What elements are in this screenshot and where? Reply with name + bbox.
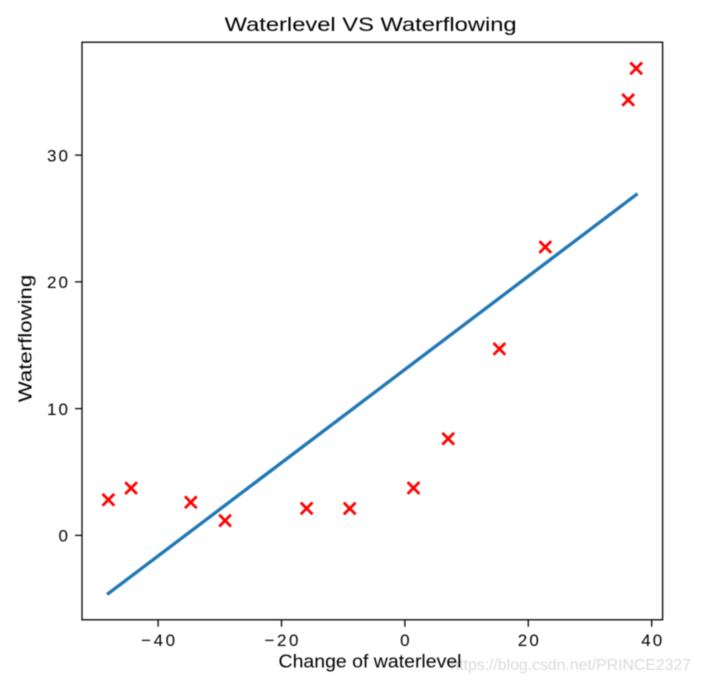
svg-text:Waterflowing: Waterflowing <box>16 275 36 403</box>
svg-text:0: 0 <box>400 631 409 650</box>
svg-text:0: 0 <box>59 527 68 546</box>
svg-text:Waterlevel VS Waterflowing: Waterlevel VS Waterflowing <box>225 14 517 36</box>
svg-text:−20: −20 <box>265 631 299 650</box>
svg-text:Change of waterlevel: Change of waterlevel <box>279 651 462 671</box>
svg-text:−40: −40 <box>141 631 175 650</box>
svg-text:https://blog.csdn.net/PRINCE23: https://blog.csdn.net/PRINCE2327 <box>450 657 691 674</box>
